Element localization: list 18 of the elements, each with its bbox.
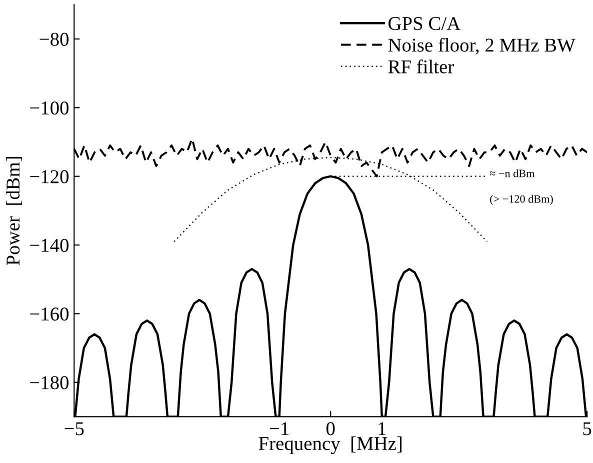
legend-label: Noise floor, 2 MHz BW <box>388 38 576 55</box>
x-tick-label: 1 <box>378 422 386 436</box>
x-tick-label: −1 <box>270 422 288 436</box>
y-tick-label: −120 <box>30 170 69 184</box>
y-axis-title: Power [dBm] <box>6 157 22 266</box>
y-tick-label: −140 <box>30 238 69 252</box>
legend-label: GPS C/A <box>388 17 461 30</box>
annotation: ≈ −n dBm <box>490 169 535 178</box>
y-tick-label: −180 <box>30 376 69 390</box>
x-axis-title: Frequency [MHz] <box>258 436 402 454</box>
legend-label: RF filter <box>388 60 454 74</box>
annotation: (> −120 dBm) <box>490 194 553 205</box>
x-tick-label: 0 <box>326 422 335 436</box>
x-tick-label: −5 <box>64 422 84 436</box>
y-tick-label: −160 <box>30 308 69 321</box>
y-tick-label: −80 <box>40 32 69 46</box>
x-tick-label: 5 <box>583 422 592 436</box>
y-tick-label: −100 <box>30 101 69 115</box>
